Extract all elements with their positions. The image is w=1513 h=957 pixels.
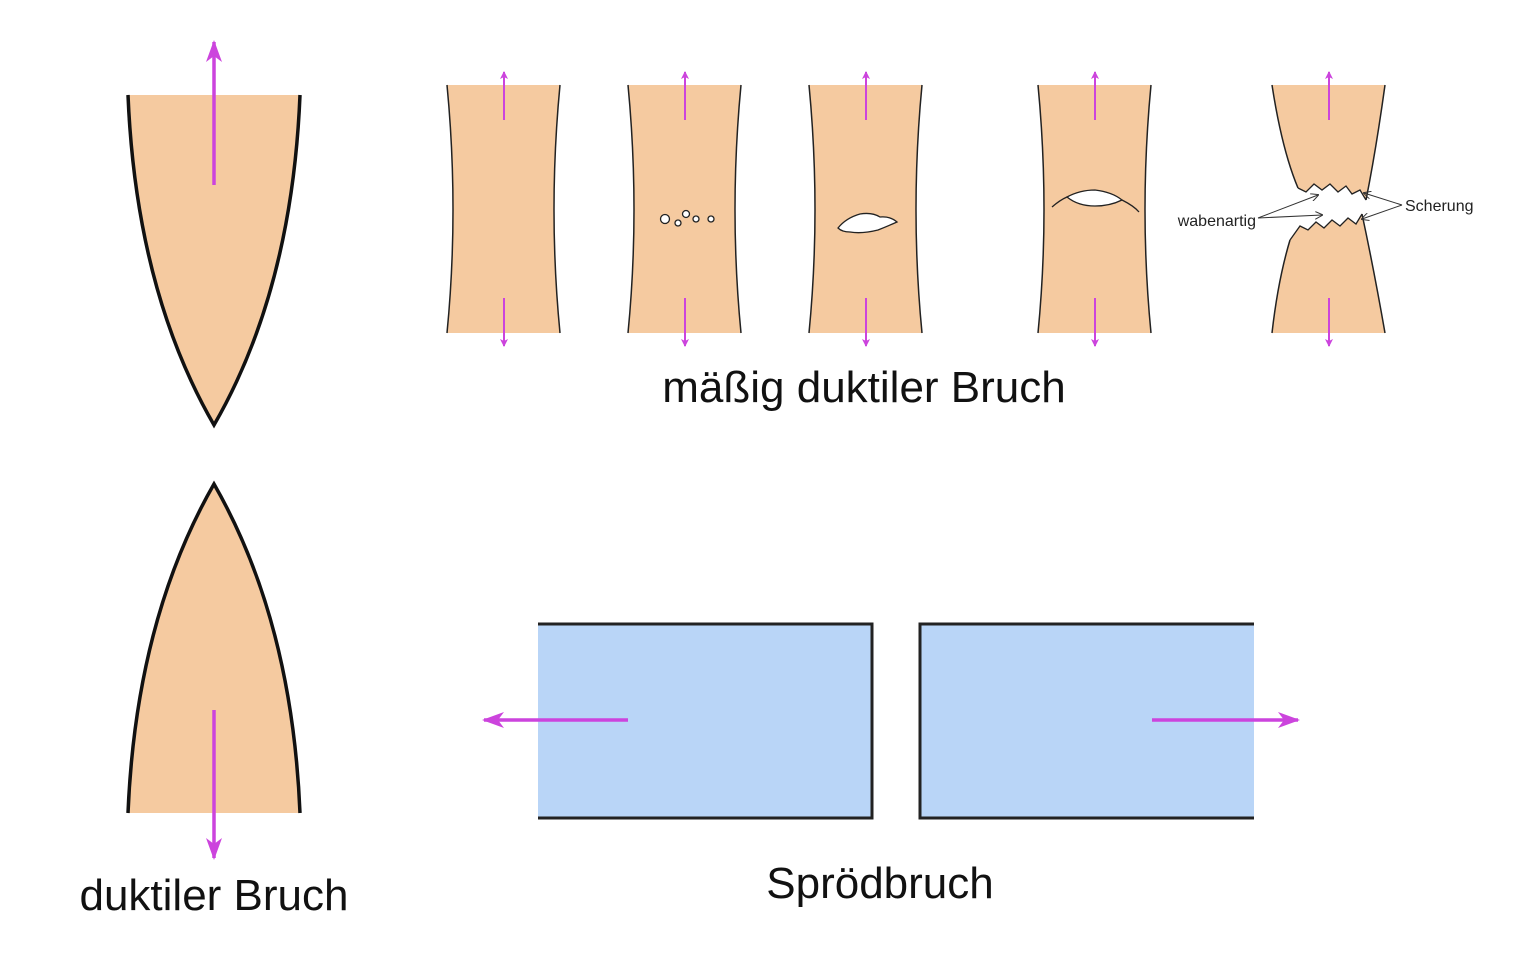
ductile-specimen-top: [126, 94, 302, 429]
stage-5-shear: [1271, 71, 1386, 347]
ductile-specimen-bottom: [126, 480, 302, 814]
stage-2-voids: [627, 71, 742, 347]
caption-moderate-ductile: mäßig duktiler Bruch: [662, 363, 1065, 412]
label-dimpled: wabenartig: [1177, 213, 1256, 230]
stage-4-crack: [1037, 71, 1152, 347]
caption-ductile: duktiler Bruch: [79, 871, 348, 920]
stage-1-necking: [446, 71, 561, 347]
annotation-leaders: [1257, 193, 1403, 219]
caption-brittle: Sprödbruch: [766, 859, 993, 908]
stage-3-coalescence: [808, 71, 923, 347]
label-shear: Scherung: [1405, 198, 1474, 215]
